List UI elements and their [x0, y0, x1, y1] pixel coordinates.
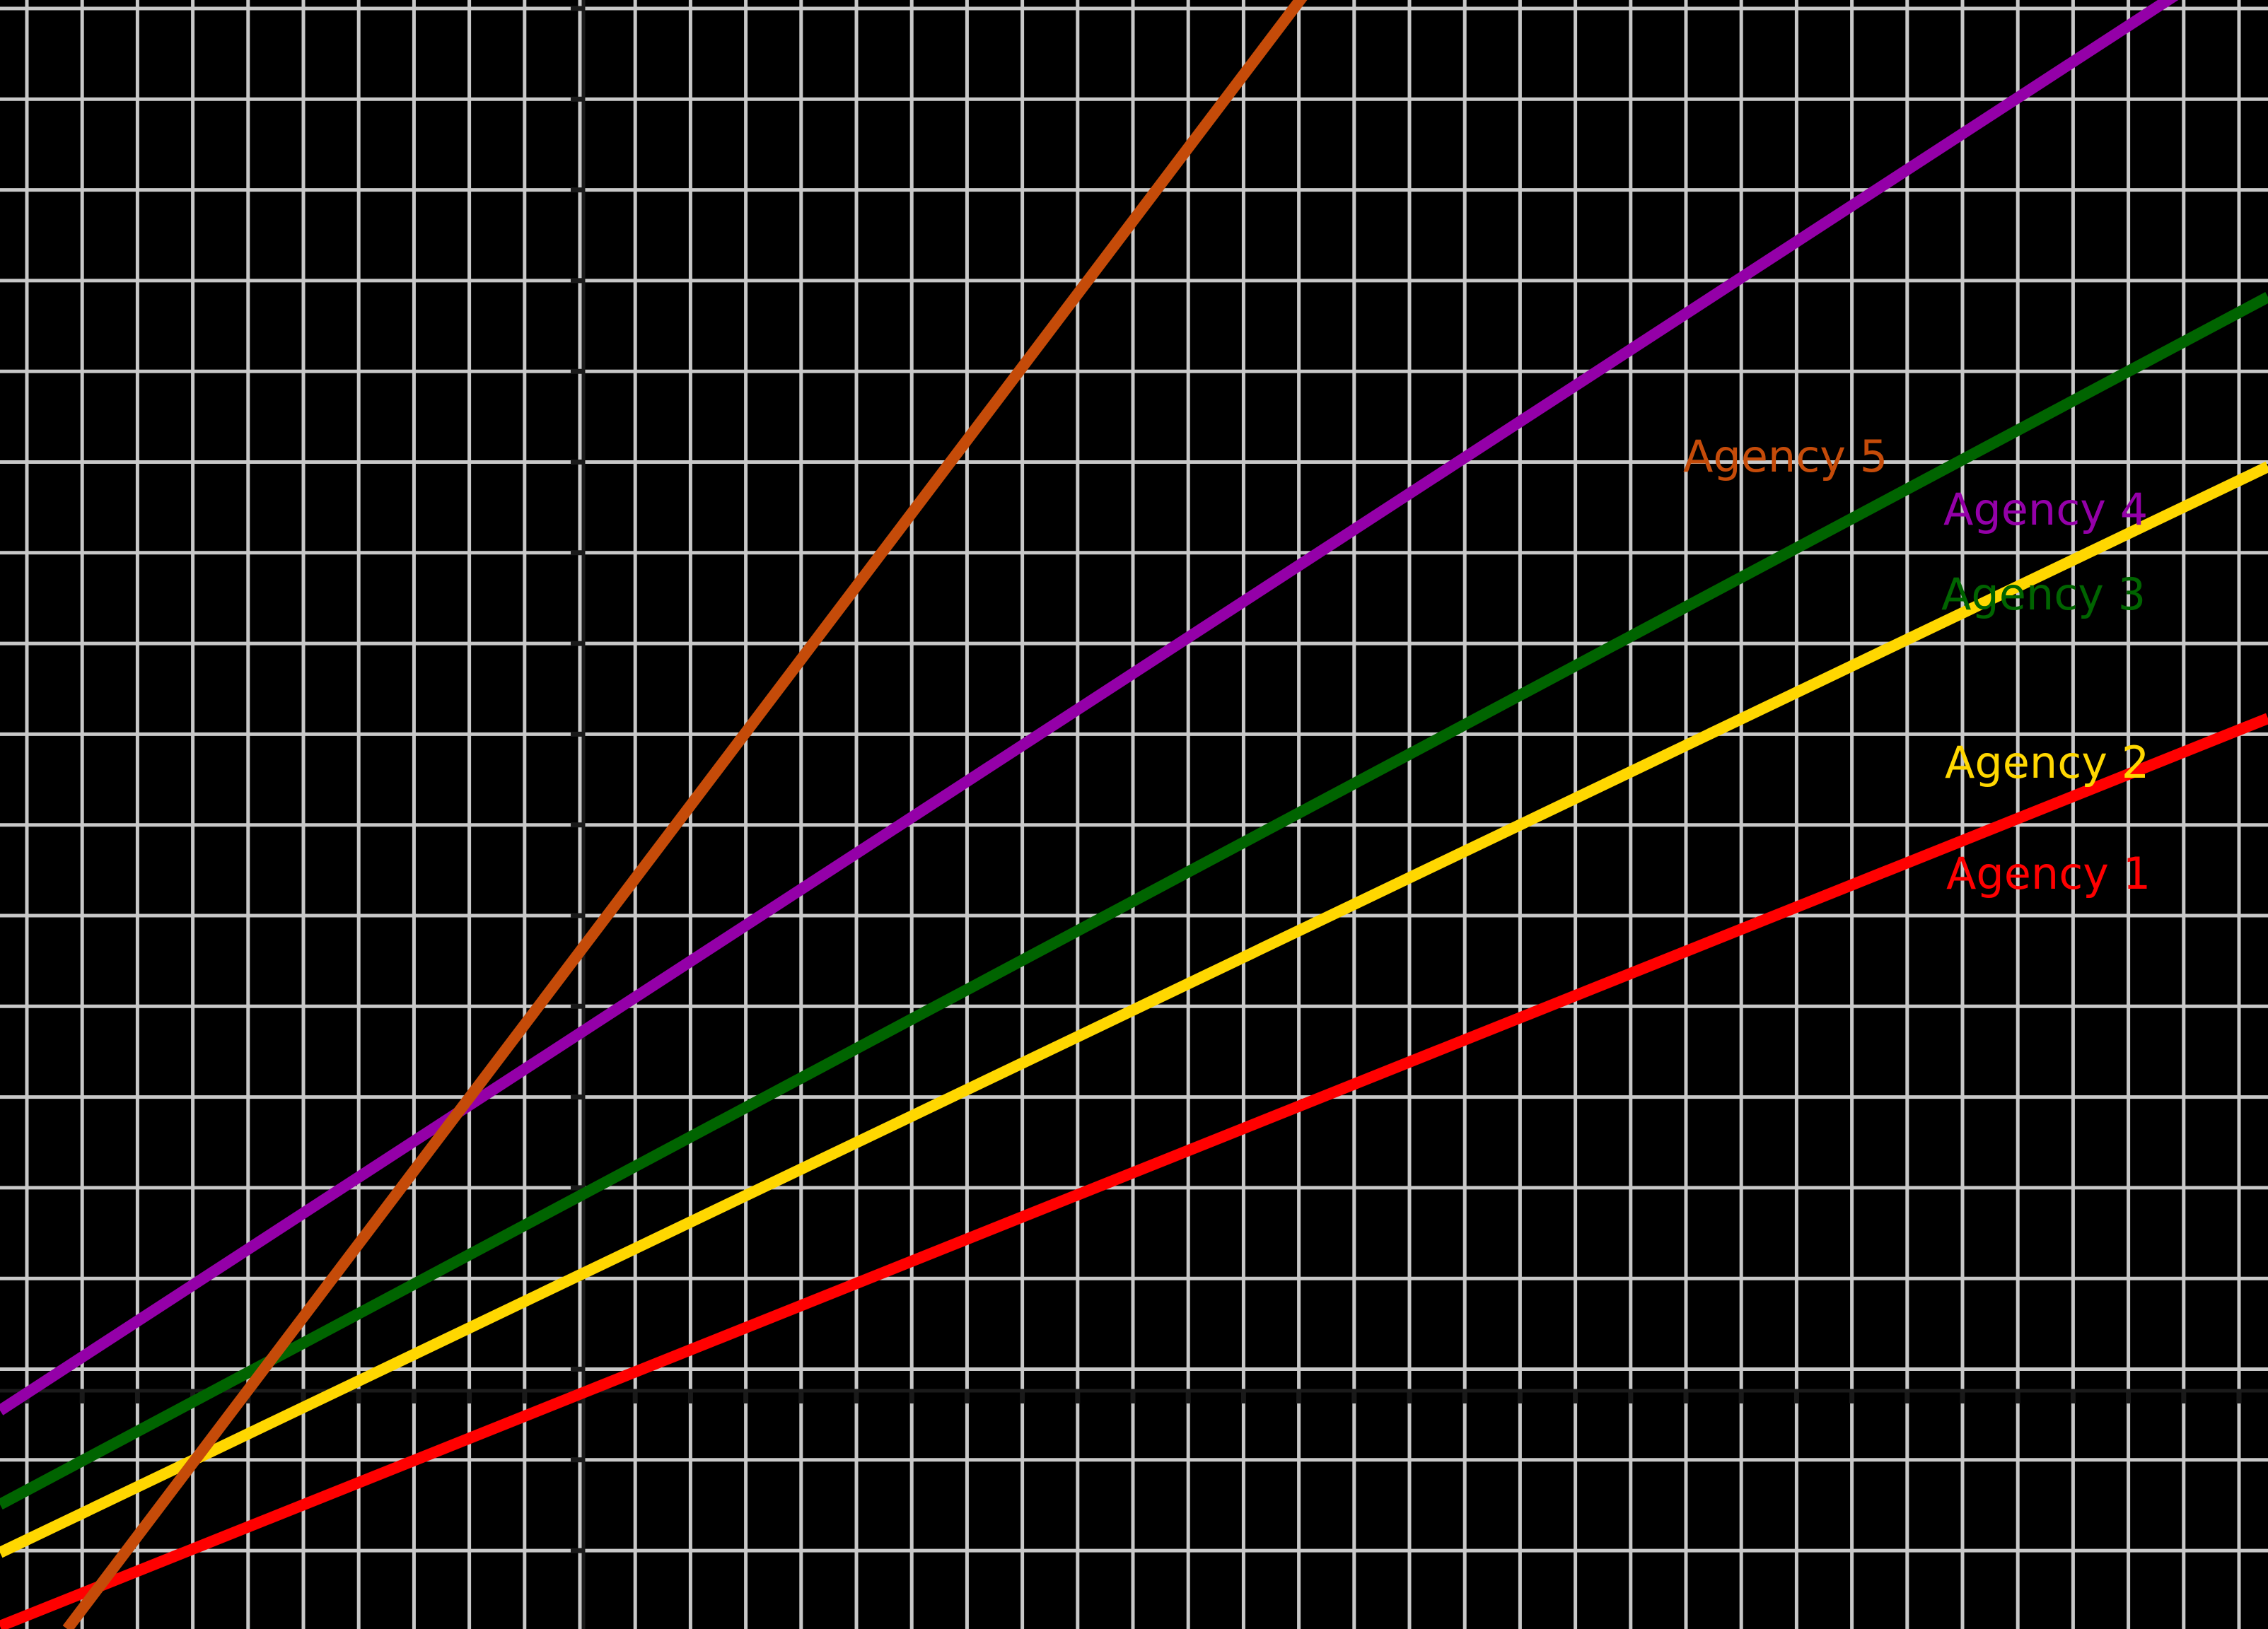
series-label-agency-3: Agency 3: [1941, 568, 2146, 620]
grid-vertical-lines: [25, 0, 2241, 1629]
series-line-agency-1: [0, 713, 2268, 1629]
series-line-agency-5: [62, 0, 1308, 1629]
series-line-agency-2: [0, 461, 2268, 1558]
grid-horizontal-lines: [0, 6, 2268, 1553]
series-line-agency-3: [0, 291, 2268, 1510]
series-label-agency-1: Agency 1: [1946, 848, 2151, 899]
series-label-agency-2: Agency 2: [1945, 737, 2150, 788]
series-label-agency-4: Agency 4: [1943, 484, 2148, 535]
series-line-agency-4: [0, 0, 2179, 1415]
series-label-agency-5: Agency 5: [1683, 431, 1888, 482]
